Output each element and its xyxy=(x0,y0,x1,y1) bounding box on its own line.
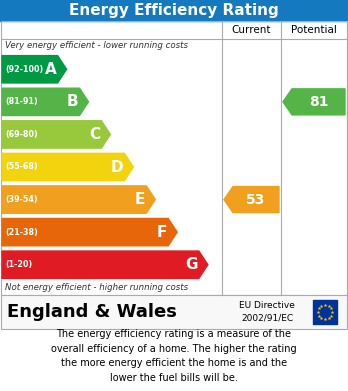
Bar xyxy=(1,21,347,295)
Polygon shape xyxy=(283,89,345,115)
Text: Current: Current xyxy=(232,25,271,35)
Bar xyxy=(0,0,348,21)
Polygon shape xyxy=(2,251,208,278)
Text: G: G xyxy=(185,257,198,272)
Text: 53: 53 xyxy=(246,193,266,206)
Text: (92-100): (92-100) xyxy=(5,65,43,74)
Text: EU Directive: EU Directive xyxy=(239,301,295,310)
Text: (39-54): (39-54) xyxy=(5,195,38,204)
Bar xyxy=(1,295,347,329)
Text: E: E xyxy=(135,192,145,207)
Polygon shape xyxy=(2,121,110,148)
Polygon shape xyxy=(2,88,88,115)
Text: England & Wales: England & Wales xyxy=(7,303,177,321)
Text: 81: 81 xyxy=(309,95,328,109)
Text: (69-80): (69-80) xyxy=(5,130,38,139)
Text: F: F xyxy=(157,225,167,240)
Text: Energy Efficiency Rating: Energy Efficiency Rating xyxy=(69,3,279,18)
Text: (21-38): (21-38) xyxy=(5,228,38,237)
Bar xyxy=(313,300,337,324)
Text: The energy efficiency rating is a measure of the
overall efficiency of a home. T: The energy efficiency rating is a measur… xyxy=(51,329,297,383)
Polygon shape xyxy=(2,56,66,83)
Text: (81-91): (81-91) xyxy=(5,97,38,106)
Polygon shape xyxy=(224,187,279,213)
Text: Potential: Potential xyxy=(291,25,337,35)
Text: B: B xyxy=(67,94,79,109)
Text: (55-68): (55-68) xyxy=(5,163,38,172)
Text: (1-20): (1-20) xyxy=(5,260,32,269)
Text: Very energy efficient - lower running costs: Very energy efficient - lower running co… xyxy=(5,41,188,50)
Text: D: D xyxy=(111,160,124,174)
Polygon shape xyxy=(2,153,133,181)
Text: Not energy efficient - higher running costs: Not energy efficient - higher running co… xyxy=(5,283,188,292)
Polygon shape xyxy=(2,186,155,213)
Text: C: C xyxy=(89,127,101,142)
Text: 2002/91/EC: 2002/91/EC xyxy=(241,314,293,323)
Polygon shape xyxy=(2,219,177,246)
Text: A: A xyxy=(45,62,57,77)
